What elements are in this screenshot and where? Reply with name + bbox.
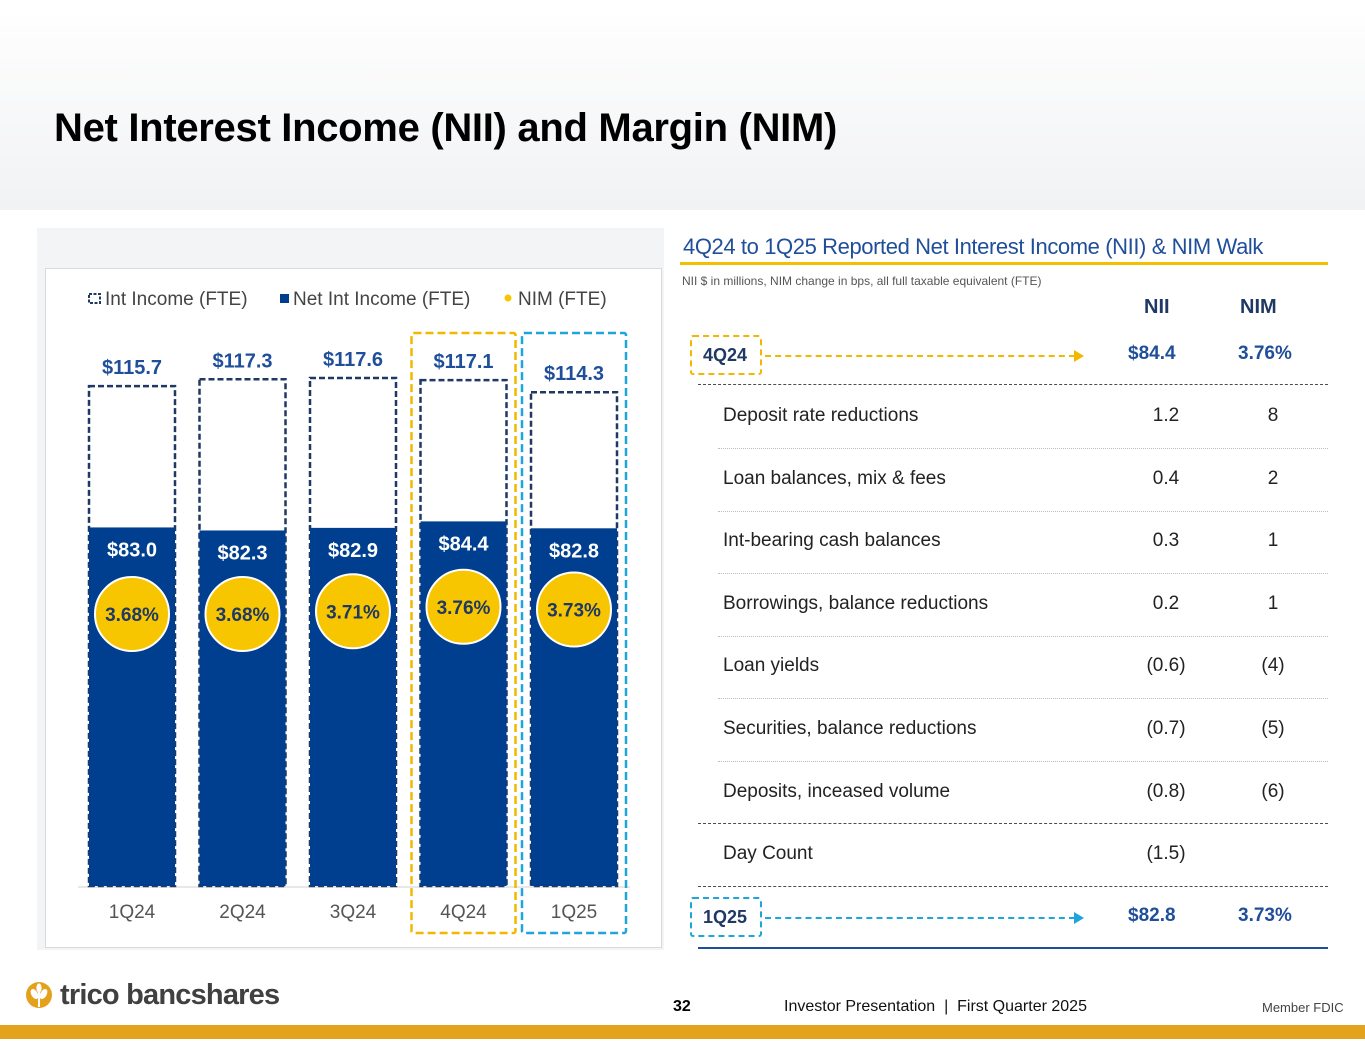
walk-title: 4Q24 to 1Q25 Reported Net Interest Incom…	[683, 234, 1263, 259]
net-int-income-label: $82.8	[549, 540, 599, 562]
end-nim-value: 3.73%	[1238, 905, 1292, 926]
start-nim-value: 3.76%	[1238, 343, 1292, 364]
int-income-label: $115.7	[102, 357, 162, 379]
highlight-box-1q25	[520, 331, 628, 935]
int-income-label: $114.3	[544, 363, 604, 385]
nim-marker	[315, 573, 391, 650]
walk-row-nim: (6)	[1261, 780, 1285, 802]
walk-bottom-rule	[698, 947, 1328, 949]
walk-row-nii: 0.2	[1152, 592, 1180, 614]
nim-label: 3.71%	[326, 602, 380, 623]
bar-group-1q24: $115.7 $83.0 3.68% 1Q24	[87, 357, 177, 923]
wheat-logo-icon	[26, 982, 52, 1008]
nim-label: 3.68%	[216, 605, 270, 626]
start-nii-value: $84.4	[1128, 343, 1176, 364]
walk-row-nim: 1	[1267, 592, 1279, 614]
net-int-income-label: $83.0	[107, 539, 157, 561]
nim-marker	[425, 568, 502, 645]
chart-legend: Int Income (FTE) Net Int Income (FTE) NIM …	[88, 289, 607, 310]
legend-swatch-int-income	[88, 293, 101, 304]
walk-title-underline	[680, 262, 1328, 265]
legend-swatch-nim	[504, 294, 512, 302]
x-tick-1q25: 1Q25	[551, 902, 597, 923]
walk-row-separator	[718, 510, 1328, 512]
bar-group-4q24: $117.1 $84.4 3.76% 4Q24	[419, 351, 508, 923]
end-separator	[698, 886, 1328, 887]
member-fdic: Member FDIC	[1262, 1000, 1344, 1015]
x-tick-1q24: 1Q24	[109, 902, 156, 923]
x-tick-2q24: 2Q24	[219, 902, 266, 923]
end-nii-value: $82.8	[1128, 905, 1176, 926]
page-title: Net Interest Income (NII) and Margin (NI…	[54, 106, 838, 150]
start-arrow-head-icon	[1074, 350, 1084, 362]
nim-label: 3.76%	[437, 598, 491, 619]
start-separator	[698, 384, 1328, 385]
int-income-label: $117.3	[212, 350, 272, 372]
walk-row-nim: 1	[1267, 530, 1279, 552]
bar-group-2q24: $117.3 $82.3 3.68% 2Q24	[198, 350, 287, 923]
nim-column-header: NIM	[1240, 296, 1277, 318]
legend-nim: NIM (FTE)	[518, 289, 607, 310]
net-int-income-label: $82.9	[328, 540, 378, 562]
net-int-income-label: $82.3	[217, 542, 267, 564]
walk-row-nim: (5)	[1261, 718, 1285, 739]
walk-row-separator	[718, 635, 1328, 637]
x-tick-3q24: 3Q24	[330, 902, 377, 923]
walk-row-nii: 0.4	[1152, 467, 1180, 489]
walk-row-separator	[718, 761, 1328, 762]
legend-net-int-income: Net Int Income (FTE)	[293, 289, 470, 310]
walk-subtitle: NII $ in millions, NIM change in bps, al…	[682, 274, 1042, 288]
nim-marker	[204, 576, 281, 652]
footer-gold-bar	[0, 1025, 1365, 1039]
net-int-income-label: $84.4	[438, 533, 489, 555]
end-arrow-line	[765, 917, 1075, 919]
start-arrow-line	[765, 355, 1075, 357]
page-number: 32	[673, 998, 691, 1015]
nii-nim-bar-chart: Int Income (FTE) Net Int Income (FTE) NIM …	[78, 289, 630, 935]
presentation-footer: Investor Presentation | First Quarter 20…	[784, 998, 1087, 1015]
walk-row-nim: 2	[1267, 467, 1279, 489]
walk-row-nim: 8	[1267, 405, 1279, 426]
nim-label: 3.68%	[105, 605, 159, 626]
walk-row-nii: (0.7)	[1146, 718, 1186, 739]
walk-row-separator	[718, 448, 1328, 449]
bar-group-3q24: $117.6 $82.9 3.71% 3Q24	[308, 349, 398, 923]
nim-label: 3.73%	[547, 601, 601, 622]
walk-row-nii: (1.5)	[1146, 843, 1186, 865]
walk-row-label: Day Count	[723, 843, 813, 865]
legend-swatch-net-int-income	[280, 294, 289, 303]
highlight-box-4q24	[410, 331, 517, 935]
walk-row-separator	[718, 573, 1328, 575]
nii-column-header: NII	[1144, 296, 1170, 318]
walk-row-label: Borrowings, balance reductions	[723, 592, 989, 614]
legend-int-income: Int Income (FTE)	[105, 289, 248, 310]
int-income-label: $117.6	[323, 349, 383, 371]
walk-row-label: Deposit rate reductions	[723, 405, 919, 426]
walk-row-label: Securities, balance reductions	[723, 718, 977, 739]
daycount-separator	[698, 823, 1328, 824]
walk-row-separator	[718, 698, 1328, 700]
walk-row-label: Deposits, inceased volume	[723, 780, 951, 802]
nim-marker	[536, 571, 612, 648]
walk-row-nim: (4)	[1261, 655, 1285, 677]
start-period-box: 4Q24	[690, 335, 762, 375]
walk-row-label: Loan balances, mix & fees	[723, 467, 946, 489]
walk-row-nii: (0.6)	[1146, 655, 1186, 677]
walk-row-label: Loan yields	[723, 655, 820, 677]
walk-row-nii: (0.8)	[1146, 780, 1186, 802]
bar-group-1q25: $114.3 $82.8 3.73% 1Q25	[529, 363, 619, 923]
end-arrow-head-icon	[1074, 912, 1084, 924]
trico-logo: trico bancshares	[24, 977, 280, 1013]
header-strip	[0, 0, 1365, 15]
walk-row-nii: 0.3	[1152, 530, 1180, 552]
walk-row-label: Int-bearing cash balances	[723, 530, 941, 552]
nim-marker	[94, 576, 170, 652]
x-tick-4q24: 4Q24	[440, 902, 487, 923]
end-period-box: 1Q25	[690, 897, 762, 937]
logo-wordmark: trico bancshares	[60, 978, 280, 1011]
walk-row-nii: 1.2	[1152, 405, 1180, 426]
int-income-label: $117.1	[433, 351, 493, 373]
header-background	[0, 0, 1365, 210]
